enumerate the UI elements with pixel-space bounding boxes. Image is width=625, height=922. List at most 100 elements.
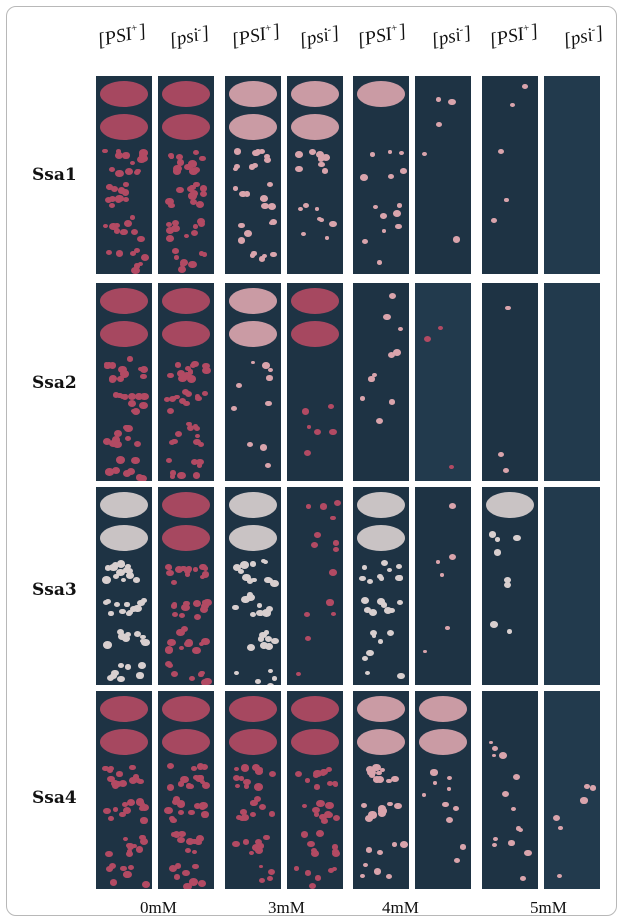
colony [494, 537, 501, 542]
colony [179, 565, 187, 572]
colony [111, 186, 118, 192]
colony [126, 850, 134, 857]
colony [249, 611, 257, 618]
colony [117, 675, 125, 682]
colony [165, 197, 174, 206]
colony [302, 202, 310, 209]
colony [239, 815, 246, 822]
colony [267, 868, 275, 875]
colony [314, 875, 321, 881]
colony [382, 229, 387, 233]
colony [187, 369, 194, 375]
colony [102, 223, 108, 229]
row-label-ssa2: Ssa2 [32, 373, 77, 393]
colony [378, 807, 387, 815]
colony [134, 630, 142, 637]
colony [304, 635, 311, 641]
colony [295, 151, 304, 158]
colony [493, 549, 502, 556]
colony [119, 632, 125, 637]
colony [323, 810, 333, 818]
colony [503, 577, 511, 583]
colony [369, 608, 378, 616]
colony [141, 880, 150, 888]
colony [446, 775, 453, 781]
colony [121, 634, 130, 642]
plate-strip-ssa4-col-8 [544, 691, 600, 889]
colony [191, 863, 199, 870]
colony [328, 403, 335, 409]
colony-spot [162, 114, 210, 140]
colony [332, 814, 340, 821]
colony [491, 745, 498, 751]
colony [386, 873, 393, 880]
colony [164, 646, 174, 654]
colony [178, 398, 186, 405]
colony [133, 169, 140, 175]
colony [126, 356, 133, 362]
colony [188, 260, 197, 269]
colony [376, 770, 382, 776]
colony [123, 196, 130, 202]
colony [187, 375, 197, 383]
plate-strip-ssa3-col-5 [353, 487, 409, 685]
colony [241, 764, 250, 772]
colony [184, 571, 191, 577]
colony [306, 424, 312, 429]
colony [258, 877, 265, 883]
concentration-label-0mM: 0mM [140, 898, 177, 917]
colony [504, 197, 509, 202]
colony [198, 672, 204, 677]
colony [380, 602, 388, 608]
colony [513, 534, 522, 542]
colony [171, 395, 178, 401]
colony [135, 798, 145, 806]
colony [325, 766, 332, 772]
colony [105, 249, 113, 256]
colony [375, 417, 384, 425]
colony [125, 568, 133, 574]
colony [310, 850, 320, 858]
colony-spot [100, 729, 148, 755]
colony [167, 638, 176, 646]
colony [200, 678, 210, 685]
colony [489, 740, 494, 745]
colony [387, 567, 393, 573]
colony [184, 365, 191, 371]
plate-strip-ssa2-col-5 [353, 283, 409, 481]
colony [254, 847, 263, 855]
colony [239, 190, 247, 197]
colony [505, 305, 511, 311]
colony [182, 388, 190, 395]
colony [116, 771, 123, 777]
colony [502, 467, 510, 474]
colony [137, 235, 145, 242]
colony [180, 775, 189, 783]
colony [108, 167, 115, 173]
colony [105, 468, 115, 476]
colony [176, 836, 185, 844]
colony [125, 435, 132, 441]
concentration-label-5mM: 5mM [530, 898, 567, 917]
colony [258, 864, 264, 869]
colony [111, 669, 120, 677]
colony [123, 806, 132, 814]
colony [181, 604, 190, 612]
colony [240, 809, 247, 815]
colony [178, 375, 187, 383]
colony [558, 826, 563, 831]
colony [164, 397, 171, 403]
colony [109, 202, 116, 208]
colony [201, 811, 209, 818]
colony [234, 164, 241, 170]
colony [254, 148, 262, 155]
colony [264, 630, 270, 635]
colony [512, 774, 521, 781]
colony [201, 637, 210, 646]
colony [202, 390, 208, 396]
colony [172, 602, 178, 607]
colony [589, 785, 596, 791]
colony [445, 625, 450, 630]
colony [376, 260, 382, 265]
colony [396, 563, 403, 569]
